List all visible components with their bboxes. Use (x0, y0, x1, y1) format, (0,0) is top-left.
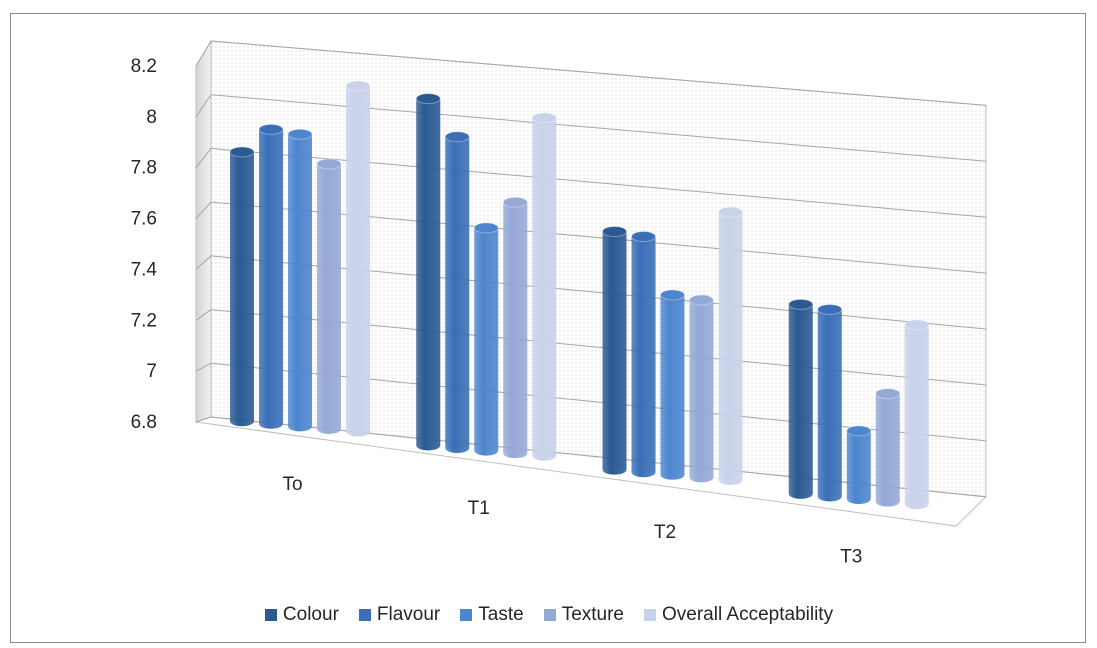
legend: Colour Flavour Taste Texture Overall Accepta… (11, 604, 1087, 626)
bar-overall-acceptability-to (345, 80, 371, 437)
legend-item: Texture (543, 604, 624, 626)
legend-label: Flavour (376, 604, 441, 625)
x-axis-labels: To T1 T2 T3 (282, 474, 862, 568)
gridline-side (195, 94, 212, 118)
bar-texture-t2 (689, 294, 714, 483)
legend-item: Flavour (358, 604, 441, 626)
y-tick-label: 8.2 (131, 56, 157, 77)
bar-taste-t1 (473, 222, 499, 456)
chart-frame: 6.8 7 7.2 7.4 7.6 7.8 8 8.2 To T1 T2 T3 Colour Flav… (10, 13, 1086, 643)
y-tick-label: 7.4 (131, 259, 158, 280)
bar-flavour-to (258, 123, 284, 429)
y-tick-label: 8 (146, 107, 157, 128)
chart-plot: 6.8 7 7.2 7.4 7.6 7.8 8 8.2 To T1 T2 T3 (131, 39, 988, 568)
bar-taste-t3 (846, 425, 872, 505)
y-tick-label: 7.6 (131, 209, 157, 230)
legend-label: Overall Acceptability (662, 604, 834, 625)
bar-texture-to (316, 158, 342, 434)
y-tick-label: 6.8 (131, 412, 157, 433)
bar-colour-t2 (602, 225, 627, 475)
legend-swatch (264, 609, 277, 621)
bar-flavour-t1 (444, 131, 470, 454)
gridline-side (195, 40, 212, 67)
bar-flavour-t2 (631, 231, 656, 478)
bar-taste-t2 (660, 289, 685, 480)
y-tick-label: 7.8 (131, 158, 157, 179)
legend-swatch (644, 609, 656, 621)
legend-label: Taste (478, 604, 524, 625)
gridline (210, 94, 987, 162)
legend-swatch (460, 609, 473, 621)
legend-swatch (358, 609, 371, 621)
gridline-side (195, 201, 212, 219)
gridline-side (195, 362, 212, 372)
gridline-side (195, 309, 212, 321)
x-tick-label: To (282, 474, 302, 495)
bar-taste-to (287, 128, 313, 432)
legend-item: Overall Acceptability (644, 604, 833, 626)
y-axis-ticks: 6.8 7 7.2 7.4 7.6 7.8 8 8.2 (131, 56, 158, 433)
legend-label: Colour (282, 604, 339, 625)
gridline-side (195, 148, 212, 169)
legend-swatch (543, 609, 556, 621)
y-tick-label: 7 (146, 361, 157, 382)
gridline-side (195, 416, 212, 423)
legend-item: Taste (460, 604, 524, 626)
bar-overall-acceptability-t2 (718, 206, 743, 485)
bar-texture-t3 (875, 388, 901, 507)
bar-colour-t1 (415, 93, 441, 451)
x-tick-label: T2 (654, 522, 676, 543)
legend-item: Colour (264, 604, 339, 626)
x-tick-label: T3 (840, 546, 862, 567)
gridline (210, 40, 987, 106)
bar-overall-acceptability-t1 (531, 112, 557, 461)
legend-label: Texture (561, 604, 624, 625)
bars (229, 80, 930, 510)
bar-overall-acceptability-t3 (904, 319, 930, 510)
gridline (210, 147, 987, 218)
gridline-side (195, 255, 212, 270)
bar-colour-to (229, 146, 255, 427)
bar-colour-t3 (788, 298, 814, 499)
y-tick-label: 7.2 (131, 310, 157, 331)
bar-flavour-t3 (817, 303, 843, 502)
bar-texture-t1 (502, 196, 528, 459)
x-tick-label: T1 (468, 498, 490, 519)
